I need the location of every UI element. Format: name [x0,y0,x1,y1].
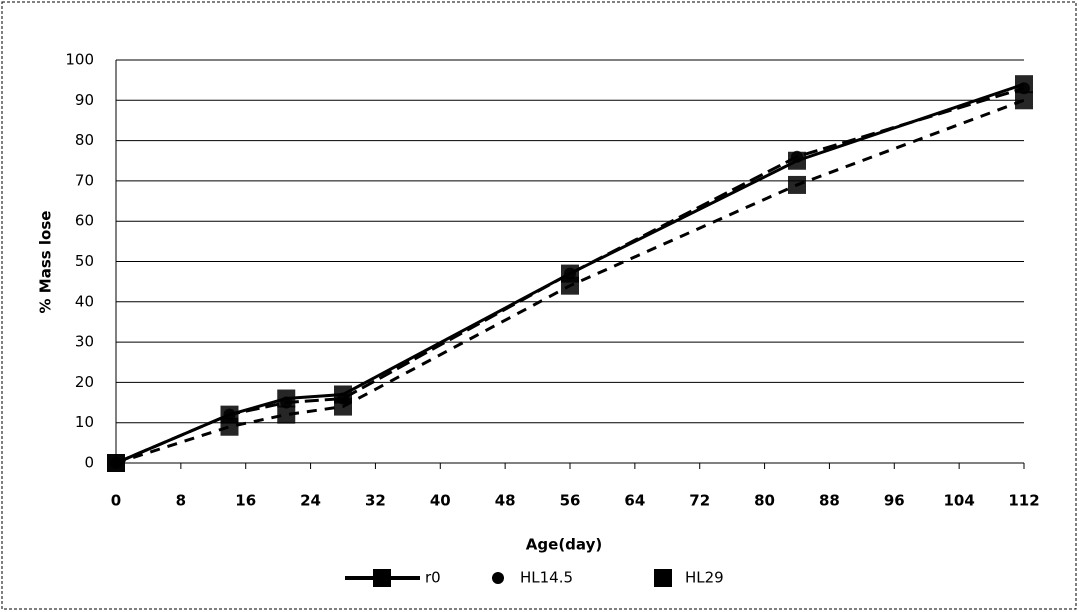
data-point [561,276,579,295]
data-point [791,150,803,163]
x-tick-label: 8 [176,492,186,510]
y-tick-label: 10 [75,413,94,431]
y-tick-label: 20 [75,373,94,391]
x-axis-label: Age(day) [526,536,602,554]
data-point [223,408,236,421]
x-tick-label: 0 [111,492,121,510]
data-point [277,405,296,424]
data-point [1018,82,1030,95]
y-tick-label: 50 [75,252,94,270]
legend-marker [492,572,504,584]
x-tick-label: 64 [624,492,645,510]
x-tick-label: 112 [1008,492,1039,510]
legend-label: HL14.5 [520,569,573,587]
x-tick-label: 32 [365,492,386,510]
x-tick-label: 80 [754,492,775,510]
y-tick-label: 100 [65,51,94,69]
data-point [564,267,576,280]
y-tick-label: 80 [75,131,94,149]
x-tick-label: 56 [560,492,581,510]
y-axis-label: % Mass lose [37,211,55,314]
data-point [1015,91,1033,110]
legend-label: r0 [425,569,441,587]
x-tick-label: 104 [943,492,974,510]
data-point [107,454,125,472]
data-point [788,175,806,194]
x-tick-label: 40 [430,492,451,510]
y-tick-label: 60 [75,212,94,230]
legend-label: HL29 [685,569,724,587]
y-tick-label: 0 [84,454,94,472]
x-tick-label: 72 [689,492,710,510]
data-point [334,397,352,416]
x-tick-label: 24 [300,492,321,510]
y-tick-label: 40 [75,292,94,310]
data-point [280,396,293,409]
data-point [220,417,239,436]
x-tick-label: 16 [235,492,256,510]
legend-marker [373,569,391,587]
y-tick-label: 90 [75,91,94,109]
legend-marker [654,569,672,587]
y-tick-label: 70 [75,171,94,189]
x-tick-label: 48 [495,492,516,510]
x-tick-label: 96 [884,492,905,510]
x-tick-label: 88 [819,492,840,510]
y-tick-label: 30 [75,333,94,351]
